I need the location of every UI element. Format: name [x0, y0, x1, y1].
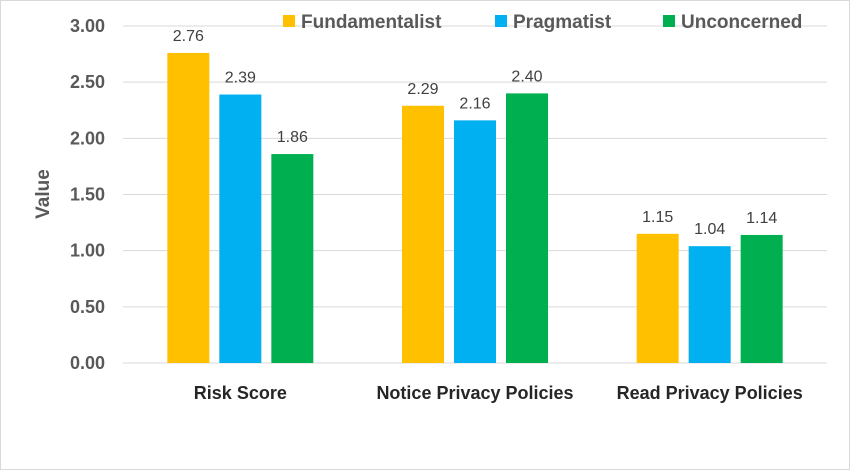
- bars: [167, 52, 783, 364]
- legend-swatch: [663, 15, 675, 27]
- data-label: 1.86: [277, 129, 308, 146]
- bar-fundamentalist: [402, 105, 444, 364]
- bar-fundamentalist: [167, 52, 210, 364]
- y-tick-label: 0.50: [70, 297, 105, 317]
- x-axis-categories: Risk Score Notice Privacy Policies Read Pr…: [194, 383, 803, 403]
- category-label: Read Privacy Policies: [617, 383, 803, 403]
- bar-pragmatist: [688, 246, 731, 363]
- legend-label: Fundamentalist: [301, 12, 442, 33]
- legend-swatch: [495, 15, 507, 27]
- legend-label: Unconcerned: [681, 12, 802, 33]
- bar-fundamentalist: [636, 233, 679, 363]
- y-tick-label: 2.00: [70, 128, 105, 148]
- y-tick-label: 0.00: [70, 353, 105, 373]
- data-label: 2.40: [511, 68, 542, 85]
- legend-label: Pragmatist: [513, 12, 612, 33]
- y-tick-label: 1.50: [70, 185, 105, 205]
- data-label: 1.14: [746, 210, 777, 227]
- y-axis-title: Value: [33, 169, 54, 219]
- category-label: Notice Privacy Policies: [376, 383, 573, 403]
- data-labels: 2.76 2.39 1.86 2.29 2.16 2.40 1.15 1.04 1.14: [173, 28, 778, 238]
- legend-swatch: [283, 15, 295, 27]
- bar-unconcerned: [740, 234, 783, 363]
- data-label: 1.15: [642, 209, 673, 226]
- y-axis-ticks: 0.00 0.50 1.00 1.50 2.00 2.50 3.00: [70, 16, 105, 373]
- bar-pragmatist: [219, 94, 262, 364]
- bar-pragmatist: [454, 120, 496, 363]
- bar-unconcerned: [506, 93, 548, 364]
- data-label: 2.29: [407, 81, 438, 98]
- data-label: 1.04: [694, 221, 725, 238]
- legend: Fundamentalist Pragmatist Unconcerned: [283, 12, 802, 33]
- category-label: Risk Score: [194, 383, 287, 403]
- y-tick-label: 3.00: [70, 16, 105, 36]
- data-label: 2.39: [225, 70, 256, 87]
- y-tick-label: 2.50: [70, 72, 105, 92]
- data-label: 2.16: [459, 95, 490, 112]
- data-label: 2.76: [173, 28, 204, 45]
- bar-unconcerned: [271, 154, 314, 363]
- y-tick-label: 1.00: [70, 241, 105, 261]
